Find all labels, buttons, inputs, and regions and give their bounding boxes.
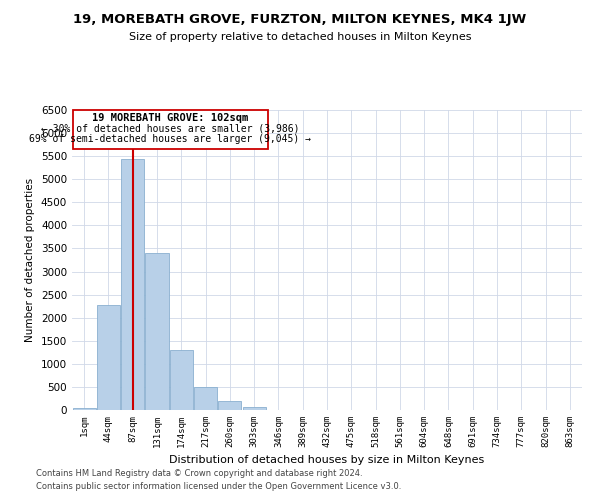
- Text: 19, MOREBATH GROVE, FURZTON, MILTON KEYNES, MK4 1JW: 19, MOREBATH GROVE, FURZTON, MILTON KEYN…: [73, 12, 527, 26]
- Bar: [73, 110, 268, 149]
- Text: 19 MOREBATH GROVE: 102sqm: 19 MOREBATH GROVE: 102sqm: [92, 113, 248, 123]
- Bar: [73, 408, 95, 410]
- Bar: [97, 305, 120, 410]
- Bar: [121, 159, 144, 410]
- Text: Size of property relative to detached houses in Milton Keynes: Size of property relative to detached ho…: [129, 32, 471, 42]
- Y-axis label: Number of detached properties: Number of detached properties: [25, 178, 35, 342]
- Bar: [194, 388, 217, 410]
- Bar: [145, 253, 169, 410]
- Text: 69% of semi-detached houses are larger (9,045) →: 69% of semi-detached houses are larger (…: [29, 134, 311, 144]
- X-axis label: Distribution of detached houses by size in Milton Keynes: Distribution of detached houses by size …: [169, 456, 485, 466]
- Text: Contains HM Land Registry data © Crown copyright and database right 2024.: Contains HM Land Registry data © Crown c…: [36, 468, 362, 477]
- Text: Contains public sector information licensed under the Open Government Licence v3: Contains public sector information licen…: [36, 482, 401, 491]
- Bar: [170, 350, 193, 410]
- Text: ← 30% of detached houses are smaller (3,986): ← 30% of detached houses are smaller (3,…: [41, 124, 299, 134]
- Bar: [242, 406, 266, 410]
- Bar: [218, 401, 241, 410]
